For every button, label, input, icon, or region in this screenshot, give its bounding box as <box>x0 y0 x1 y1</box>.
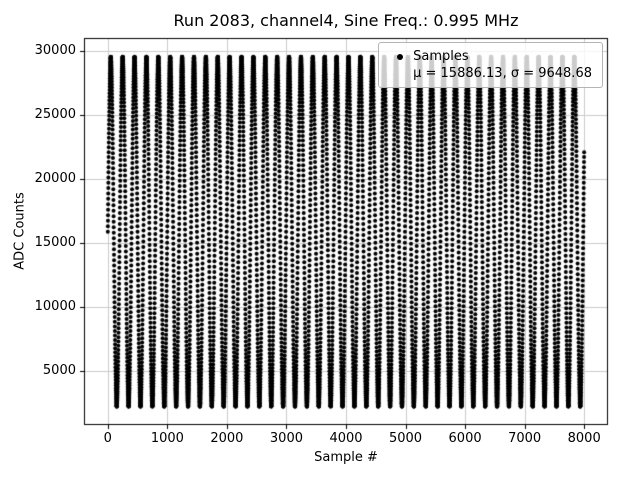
y-tick-label: 20000 <box>34 170 76 186</box>
y-tick-label: 30000 <box>34 42 76 58</box>
x-tick-label: 8000 <box>567 431 601 446</box>
legend-entry-samples: Samples <box>387 48 592 65</box>
x-tick-label: 1000 <box>150 431 184 446</box>
x-tick-label: 6000 <box>448 431 482 446</box>
chart-title: Run 2083, channel4, Sine Freq.: 0.995 MH… <box>173 11 519 30</box>
y-tick-label: 5000 <box>42 363 76 379</box>
legend: Samples μ = 15886.13, σ = 9648.68 <box>378 42 603 88</box>
legend-entry-stats: μ = 15886.13, σ = 9648.68 <box>387 65 592 82</box>
x-axis-label: Sample # <box>314 450 378 465</box>
x-tick-label: 4000 <box>329 431 363 446</box>
y-tick-label: 15000 <box>34 235 76 251</box>
scatter-dot-icon <box>387 53 413 60</box>
x-tick-label: 2000 <box>210 431 244 446</box>
x-tick-label: 7000 <box>508 431 542 446</box>
x-tick-label: 5000 <box>388 431 423 446</box>
x-tick-label: 3000 <box>269 431 303 446</box>
legend-stats: μ = 15886.13, σ = 9648.68 <box>413 66 592 81</box>
y-tick-label: 25000 <box>34 106 76 122</box>
y-axis-label: ADC Counts <box>12 192 28 270</box>
x-tick-label: 0 <box>103 431 112 446</box>
y-tick-label: 10000 <box>34 299 76 315</box>
legend-label: Samples <box>413 49 469 64</box>
